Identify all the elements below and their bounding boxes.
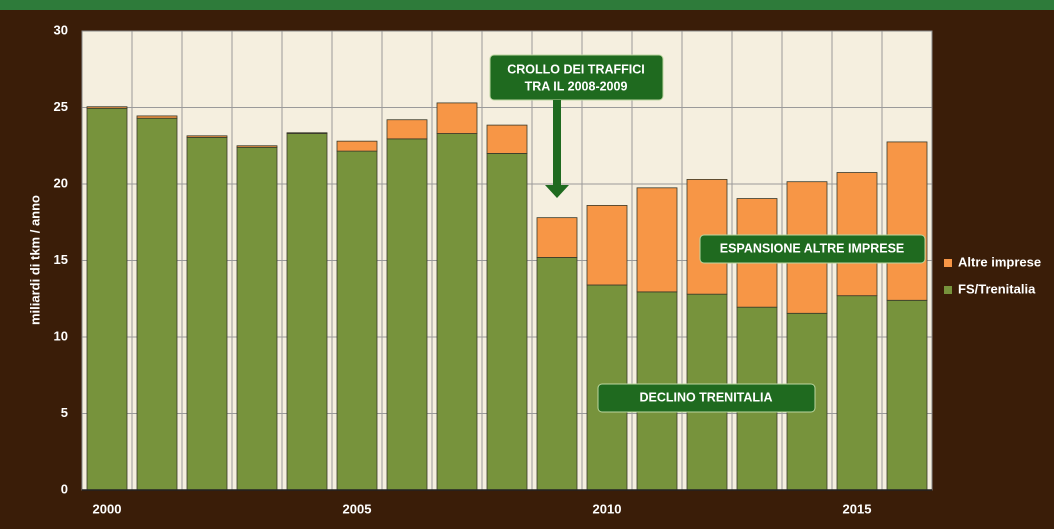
legend-swatch — [944, 259, 952, 267]
bar-segment — [636, 187, 678, 293]
y-tick-label: 25 — [54, 99, 68, 114]
bar-segment — [336, 140, 378, 152]
bar-segment — [536, 257, 578, 491]
y-tick-label: 15 — [54, 252, 68, 267]
bar-segment — [86, 106, 128, 109]
y-tick-label: 5 — [61, 405, 68, 420]
annotation-box — [597, 383, 816, 413]
bar-segment — [286, 133, 328, 491]
annotation-crollo: CROLLO DEI TRAFFICI TRA IL 2008-2009 — [489, 54, 664, 198]
legend-label: Altre imprese — [958, 254, 1041, 269]
annotation-declino: DECLINO TRENITALIA — [597, 383, 816, 413]
y-tick-label: 30 — [54, 22, 68, 37]
x-tick-label: 2000 — [93, 501, 122, 516]
annotation-text: TRA IL 2008-2009 — [525, 79, 628, 93]
bar-segment — [486, 152, 528, 491]
arrow-head — [545, 185, 569, 198]
top-strip — [0, 0, 1054, 10]
bar-segment — [336, 150, 378, 491]
bar-segment — [886, 141, 928, 301]
bar-segment — [236, 146, 278, 491]
bar-segment — [886, 299, 928, 491]
x-tick-label: 2010 — [593, 501, 622, 516]
bar-segment — [836, 172, 878, 297]
bar-segment — [136, 117, 178, 491]
bar-segment — [436, 133, 478, 491]
bar-segment — [386, 119, 428, 140]
bar-segment — [236, 145, 278, 148]
bar-segment — [836, 295, 878, 491]
legend-label: FS/Trenitalia — [958, 281, 1036, 296]
bar-segment — [486, 124, 528, 154]
annotation-espansione: ESPANSIONE ALTRE IMPRESE — [699, 234, 926, 264]
y-tick-label: 10 — [54, 328, 68, 343]
bar-segment — [86, 107, 128, 491]
arrow-shaft — [553, 100, 561, 186]
bar-segment — [386, 138, 428, 491]
annotation-text: DECLINO TRENITALIA — [639, 390, 772, 404]
bar-segment — [186, 135, 228, 138]
bar-segment — [436, 102, 478, 134]
legend-swatch — [944, 286, 952, 294]
bar-segment — [586, 205, 628, 286]
annotation-text: CROLLO DEI TRAFFICI — [507, 62, 645, 76]
bar-segment — [536, 217, 578, 258]
x-tick-label: 2005 — [343, 501, 372, 516]
bar-segment — [286, 132, 328, 134]
y-tick-label: 0 — [61, 481, 68, 496]
x-tick-label: 2015 — [843, 501, 872, 516]
annotation-text: ESPANSIONE ALTRE IMPRESE — [720, 241, 905, 255]
bar-segment — [136, 115, 178, 119]
y-axis-label: miliardi di tkm / anno — [27, 195, 42, 325]
annotation-box — [489, 54, 664, 101]
bar-segment — [186, 136, 228, 491]
y-tick-label: 20 — [54, 175, 68, 190]
annotation-box — [699, 234, 926, 264]
